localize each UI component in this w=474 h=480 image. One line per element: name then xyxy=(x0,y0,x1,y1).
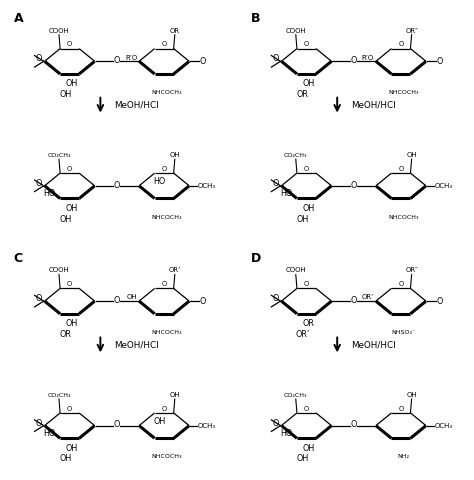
Text: COOH: COOH xyxy=(49,267,69,274)
Text: O: O xyxy=(398,281,403,287)
Text: O: O xyxy=(350,420,357,430)
Text: O: O xyxy=(67,41,72,48)
Text: O: O xyxy=(304,406,309,412)
Text: OH: OH xyxy=(170,392,180,398)
Text: OH: OH xyxy=(406,152,417,158)
Text: O: O xyxy=(36,294,42,303)
Text: OR: OR xyxy=(296,90,308,99)
Text: HO: HO xyxy=(281,429,293,438)
Text: OR’: OR’ xyxy=(295,330,310,339)
Text: O: O xyxy=(398,406,403,412)
Text: OH: OH xyxy=(65,79,78,88)
Text: O: O xyxy=(304,281,309,287)
Text: OH: OH xyxy=(302,79,314,88)
Text: O: O xyxy=(67,166,72,172)
Text: C: C xyxy=(14,252,23,264)
Text: OH: OH xyxy=(65,444,78,453)
Text: OR: OR xyxy=(60,330,72,339)
Text: NH₂: NH₂ xyxy=(397,455,409,459)
Text: O: O xyxy=(67,281,72,287)
Text: O: O xyxy=(36,419,42,428)
Text: NHCOCH₃: NHCOCH₃ xyxy=(151,90,182,95)
Text: O: O xyxy=(162,41,167,48)
Text: OH: OH xyxy=(59,215,72,224)
Text: O: O xyxy=(114,296,120,305)
Text: O: O xyxy=(36,179,42,188)
Text: O: O xyxy=(437,57,443,66)
Text: OR’: OR’ xyxy=(362,294,374,300)
Text: HO: HO xyxy=(44,429,56,438)
Text: O: O xyxy=(162,281,167,287)
Text: OH: OH xyxy=(170,152,180,158)
Text: MeOH/HCl: MeOH/HCl xyxy=(114,101,159,109)
Text: OH: OH xyxy=(65,204,78,213)
Text: OH: OH xyxy=(296,455,309,464)
Text: OR: OR xyxy=(302,319,314,328)
Text: O: O xyxy=(67,406,72,412)
Text: OH: OH xyxy=(296,215,309,224)
Text: NHCOCH₃: NHCOCH₃ xyxy=(151,455,182,459)
Text: CO₂CH₃: CO₂CH₃ xyxy=(284,393,308,398)
Text: OCH₃: OCH₃ xyxy=(197,422,216,429)
Text: NHCOCH₃: NHCOCH₃ xyxy=(151,215,182,220)
Text: MeOH/HCl: MeOH/HCl xyxy=(114,340,159,349)
Text: OCH₃: OCH₃ xyxy=(434,422,452,429)
Text: O: O xyxy=(200,297,206,306)
Text: OCH₃: OCH₃ xyxy=(434,183,452,189)
Text: O: O xyxy=(36,55,42,63)
Text: O: O xyxy=(200,57,206,66)
Text: HO: HO xyxy=(44,190,56,198)
Text: D: D xyxy=(251,252,261,264)
Text: OH: OH xyxy=(65,319,78,328)
Text: COOH: COOH xyxy=(285,28,306,34)
Text: A: A xyxy=(14,12,24,24)
Text: OR’: OR’ xyxy=(169,267,181,274)
Text: HO: HO xyxy=(281,190,293,198)
Text: O: O xyxy=(350,296,357,305)
Text: NHCOCH₃: NHCOCH₃ xyxy=(151,330,182,335)
Text: OH: OH xyxy=(154,417,166,425)
Text: NHCOCH₃: NHCOCH₃ xyxy=(388,90,419,95)
Text: B: B xyxy=(251,12,260,24)
Text: MeOH/HCl: MeOH/HCl xyxy=(351,340,395,349)
Text: OR″: OR″ xyxy=(405,267,418,274)
Text: O: O xyxy=(162,166,167,172)
Text: O: O xyxy=(114,420,120,430)
Text: NHSO₃⁻: NHSO₃⁻ xyxy=(391,330,415,335)
Text: O: O xyxy=(437,297,443,306)
Text: COOH: COOH xyxy=(285,267,306,274)
Text: O: O xyxy=(304,166,309,172)
Text: OH: OH xyxy=(302,444,314,453)
Text: OH: OH xyxy=(406,392,417,398)
Text: O: O xyxy=(272,419,279,428)
Text: O: O xyxy=(114,56,120,65)
Text: OR″: OR″ xyxy=(405,28,418,34)
Text: OH: OH xyxy=(127,294,137,300)
Text: O: O xyxy=(350,56,357,65)
Text: O: O xyxy=(398,41,403,48)
Text: O: O xyxy=(272,179,279,188)
Text: OCH₃: OCH₃ xyxy=(197,183,216,189)
Text: OH: OH xyxy=(59,90,72,99)
Text: R’O: R’O xyxy=(362,55,374,60)
Text: O: O xyxy=(304,41,309,48)
Text: O: O xyxy=(272,55,279,63)
Text: COOH: COOH xyxy=(49,28,69,34)
Text: OR: OR xyxy=(170,28,180,34)
Text: O: O xyxy=(272,294,279,303)
Text: CO₂CH₃: CO₂CH₃ xyxy=(47,153,71,158)
Text: O: O xyxy=(114,180,120,190)
Text: OH: OH xyxy=(59,455,72,464)
Text: CO₂CH₃: CO₂CH₃ xyxy=(47,393,71,398)
Text: HO: HO xyxy=(154,177,166,186)
Text: O: O xyxy=(350,180,357,190)
Text: O: O xyxy=(162,406,167,412)
Text: MeOH/HCl: MeOH/HCl xyxy=(351,101,395,109)
Text: O: O xyxy=(398,166,403,172)
Text: CO₂CH₃: CO₂CH₃ xyxy=(284,153,308,158)
Text: R’O: R’O xyxy=(125,55,137,60)
Text: NHCOCH₃: NHCOCH₃ xyxy=(388,215,419,220)
Text: OH: OH xyxy=(302,204,314,213)
